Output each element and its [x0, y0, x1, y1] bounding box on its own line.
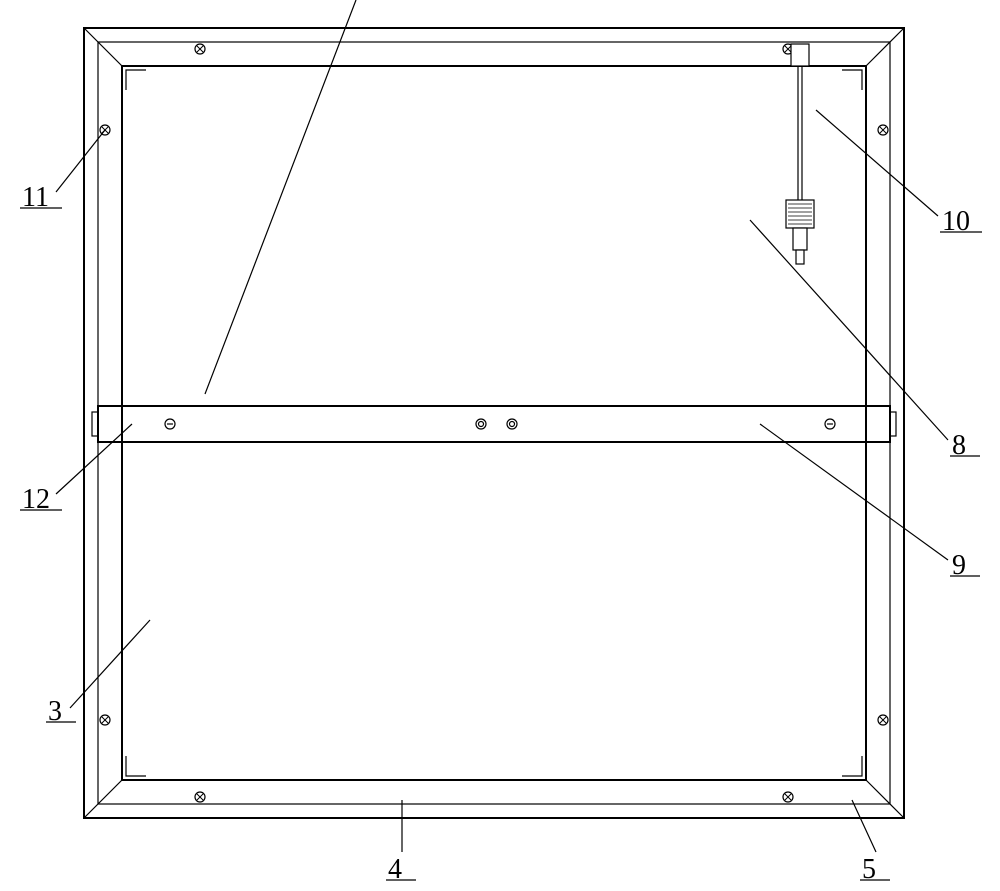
leader-line-9 [760, 424, 948, 560]
frame-miter-2 [84, 780, 122, 818]
corner-bracket-top-right [842, 70, 862, 90]
corner-bracket-bottom-right [842, 756, 862, 776]
label-11: 11 [22, 182, 49, 213]
leader-line-12 [56, 424, 132, 494]
cable-clamp [791, 44, 809, 66]
corner-bracket-bottom-left [126, 756, 146, 776]
frame-band-inner-rect [98, 42, 890, 804]
cable-connector-tip [796, 250, 804, 264]
frame-miter-3 [866, 780, 904, 818]
crossbar-screw-double-1-outer [507, 419, 517, 429]
crossbar-screw-double-1-inner [510, 422, 515, 427]
crossbar-screw-double-0-inner [479, 422, 484, 427]
leader-line-top-leader [205, 0, 356, 394]
label-5: 5 [862, 854, 876, 885]
label-12: 12 [22, 484, 50, 515]
crossbar [98, 406, 890, 442]
frame-inner-lip-rect [122, 66, 866, 780]
leader-line-3 [70, 620, 150, 708]
frame-outer-rect [84, 28, 904, 818]
leader-line-5 [852, 800, 876, 852]
frame-miter-1 [866, 28, 904, 66]
label-9: 9 [952, 550, 966, 581]
label-4: 4 [388, 854, 402, 885]
crossbar-screw-double-0-outer [476, 419, 486, 429]
label-3: 3 [48, 696, 62, 727]
leader-line-10 [816, 110, 938, 216]
label-10: 10 [942, 206, 970, 237]
frame-miter-0 [84, 28, 122, 66]
corner-bracket-top-left [126, 70, 146, 90]
cable-connector-barrel [793, 228, 807, 250]
technical-drawing-canvas: 3 4 5 8 9 10 11 12 [0, 0, 1000, 891]
label-8: 8 [952, 430, 966, 461]
